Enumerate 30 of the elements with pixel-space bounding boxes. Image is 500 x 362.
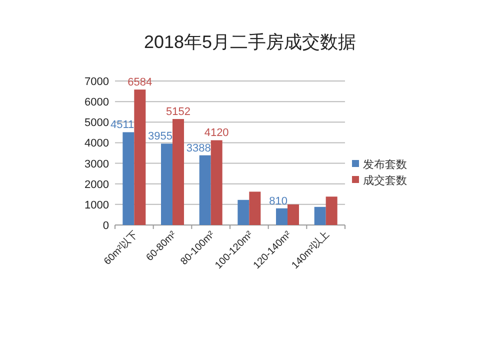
legend-label: 发布套数: [363, 159, 407, 171]
y-tick-label: 4000: [84, 138, 109, 150]
bar: [199, 155, 211, 225]
data-label: 3388: [186, 142, 211, 154]
y-tick-label: 7000: [84, 76, 109, 88]
y-tick-label: 6000: [84, 96, 109, 109]
data-label: 4120: [204, 127, 229, 140]
bar: [238, 200, 250, 225]
bar: [210, 140, 222, 225]
bar: [276, 208, 288, 225]
y-tick-label: 1000: [84, 199, 109, 212]
bar: [161, 144, 172, 225]
chart-title: 2018年5月二手房成交数据: [144, 32, 356, 52]
bar: [122, 132, 134, 225]
bar: [134, 90, 146, 225]
bar: [172, 119, 184, 225]
bar: [314, 206, 326, 225]
y-tick-label: 3000: [84, 158, 109, 170]
data-label: 4511: [110, 119, 134, 132]
legend-label: 成交套数: [363, 174, 407, 187]
data-label: 810: [269, 195, 288, 208]
bar: [249, 192, 261, 225]
data-label: 5152: [166, 106, 190, 118]
bar: [288, 204, 299, 225]
data-label: 3955: [148, 130, 172, 143]
y-tick-label: 2000: [84, 178, 109, 191]
y-tick-label: 5000: [84, 117, 109, 130]
bar: [326, 196, 338, 225]
data-label: 6584: [128, 76, 152, 89]
y-tick-label: 0: [102, 220, 109, 232]
